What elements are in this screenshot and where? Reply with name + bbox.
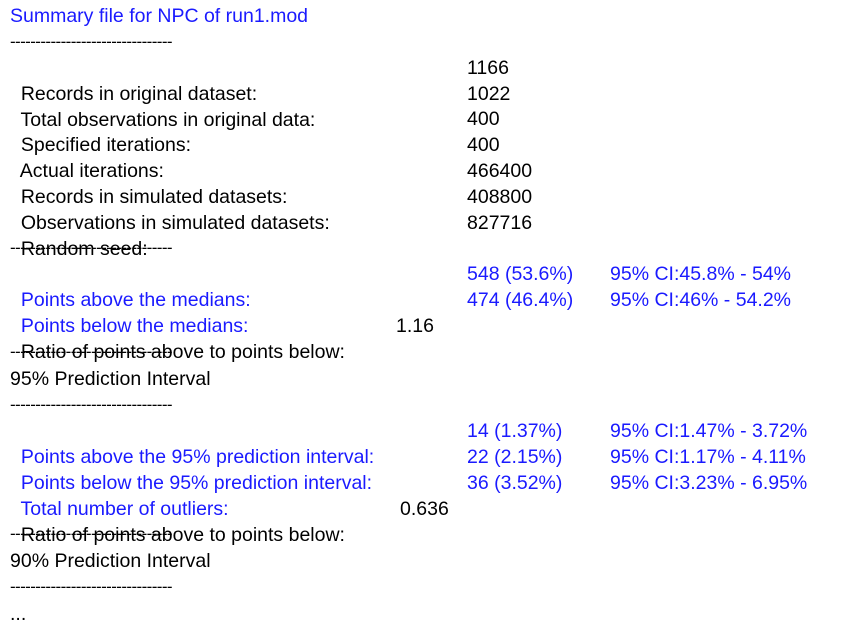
info-row-actual-iterations: Actual iterations: 400 bbox=[10, 132, 500, 182]
pi95-ci: 95% CI:1.17% - 4.11% bbox=[610, 446, 806, 468]
pi95-ci: 95% CI:1.47% - 3.72% bbox=[610, 420, 808, 442]
pi95-label: Total number of outliers: bbox=[20, 498, 229, 520]
info-row-records-original: Records in original dataset: 1166 bbox=[10, 55, 509, 105]
ellipsis: ... bbox=[10, 603, 27, 625]
info-label: Records in simulated datasets: bbox=[20, 186, 288, 208]
separator: -------------------------------- bbox=[10, 577, 173, 596]
info-label: Total observations in original data: bbox=[20, 109, 316, 131]
median-value: 548 (53.6%) bbox=[467, 263, 574, 285]
info-label: Records in original dataset: bbox=[20, 83, 258, 105]
info-label: Observations in simulated datasets: bbox=[20, 212, 330, 234]
separator: -------------------------------- bbox=[10, 238, 173, 257]
median-ci: 95% CI:45.8% - 54% bbox=[610, 263, 792, 285]
separator: -------------------------------- bbox=[10, 342, 173, 361]
info-row-specified-iterations: Specified iterations: 400 bbox=[10, 106, 500, 156]
info-value: 466400 bbox=[467, 160, 533, 182]
median-row-above: Points above the medians: 548 (53.6%) 95… bbox=[10, 261, 791, 311]
median-row-below: Points below the medians: 474 (46.4%) 95… bbox=[10, 287, 791, 337]
median-label: Points above the medians: bbox=[20, 289, 251, 311]
info-row-records-simulated: Records in simulated datasets: 466400 bbox=[10, 158, 532, 208]
pi95-row-outliers: Total number of outliers: 36 (3.52%) 95%… bbox=[10, 470, 807, 520]
median-ci: 95% CI:46% - 54.2% bbox=[610, 289, 792, 311]
pi95-value: 22 (2.15%) bbox=[467, 446, 563, 468]
pi95-value: 14 (1.37%) bbox=[467, 420, 563, 442]
info-value: 1022 bbox=[467, 83, 511, 105]
separator: -------------------------------- bbox=[10, 32, 173, 51]
median-label: Points below the medians: bbox=[20, 315, 249, 337]
separator: -------------------------------- bbox=[10, 395, 173, 414]
median-value: 474 (46.4%) bbox=[467, 289, 574, 311]
info-value: 1166 bbox=[467, 57, 509, 79]
ratio-label: Ratio of points above to points below: bbox=[20, 341, 345, 363]
pi95-value: 36 (3.52%) bbox=[467, 472, 563, 494]
pi95-label: Points below the 95% prediction interval… bbox=[20, 472, 373, 494]
info-row-total-observations: Total observations in original data: 102… bbox=[10, 81, 510, 131]
ratio-label: Ratio of points above to points below: bbox=[20, 524, 345, 546]
info-value: 400 bbox=[467, 108, 500, 130]
pi95-heading: 95% Prediction Interval bbox=[10, 368, 211, 390]
page-title: Summary file for NPC of run1.mod bbox=[10, 5, 309, 27]
pi95-ci: 95% CI:3.23% - 6.95% bbox=[610, 472, 808, 494]
pi95-row-above: Points above the 95% prediction interval… bbox=[10, 418, 807, 468]
ratio-value: 0.636 bbox=[400, 498, 449, 520]
info-label: Random seed: bbox=[20, 238, 148, 260]
info-label: Actual iterations: bbox=[19, 160, 164, 182]
pi95-ratio-row: Ratio of points above to points below: 0… bbox=[10, 496, 449, 546]
ratio-value: 1.16 bbox=[396, 315, 434, 337]
info-value: 408800 bbox=[467, 186, 533, 208]
info-row-random-seed: Random seed: 827716 bbox=[10, 210, 532, 260]
info-label: Specified iterations: bbox=[20, 134, 192, 156]
info-row-observations-simulated: Observations in simulated datasets: 4088… bbox=[10, 184, 532, 234]
median-ratio-row: Ratio of points above to points below: 1… bbox=[10, 313, 434, 363]
pi95-label: Points above the 95% prediction interval… bbox=[20, 446, 375, 468]
separator: -------------------------------- bbox=[10, 524, 173, 543]
info-value: 827716 bbox=[467, 212, 533, 234]
pi95-row-below: Points below the 95% prediction interval… bbox=[10, 444, 806, 494]
pi90-heading: 90% Prediction Interval bbox=[10, 550, 211, 572]
info-value: 400 bbox=[467, 134, 500, 156]
